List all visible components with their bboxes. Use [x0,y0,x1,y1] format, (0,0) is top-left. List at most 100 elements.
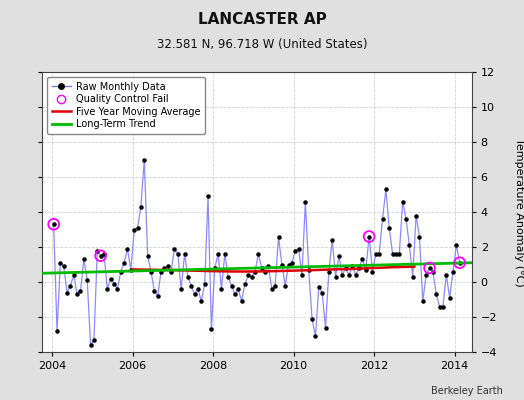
Point [298,272,306,278]
Point [405,242,413,248]
Point [190,291,199,298]
Point [308,316,316,322]
Point [234,286,243,292]
Point [338,272,346,278]
Point [409,274,417,280]
Point [274,233,282,240]
Point [80,256,88,262]
Point [425,265,434,271]
Point [140,156,148,163]
Point [348,263,356,270]
Point [90,336,98,343]
Point [392,251,400,257]
Point [49,221,58,228]
Point [96,252,105,259]
Point [49,221,58,228]
Point [381,186,390,192]
Point [77,288,85,294]
Point [449,268,457,275]
Point [93,247,102,254]
Point [56,260,64,266]
Point [257,265,266,271]
Point [271,282,279,289]
Legend: Raw Monthly Data, Quality Control Fail, Five Year Moving Average, Long-Term Tren: Raw Monthly Data, Quality Control Fail, … [47,77,205,134]
Point [352,272,360,278]
Point [237,298,246,304]
Point [402,216,410,222]
Point [301,198,310,205]
Point [261,268,269,275]
Point [116,268,125,275]
Point [304,266,313,273]
Point [372,251,380,257]
Point [86,342,95,348]
Point [177,286,185,292]
Point [227,282,236,289]
Point [130,226,138,233]
Point [147,268,155,275]
Point [325,268,333,275]
Point [113,286,122,292]
Point [422,272,430,278]
Point [432,291,441,298]
Point [127,266,135,273]
Point [398,198,407,205]
Point [264,263,272,270]
Point [167,268,176,275]
Y-axis label: Temperature Anomaly (°C): Temperature Anomaly (°C) [514,138,524,286]
Point [442,272,451,278]
Point [378,216,387,222]
Point [134,224,142,231]
Point [66,282,74,289]
Point [241,280,249,287]
Point [328,237,336,243]
Point [251,268,259,275]
Point [362,266,370,273]
Point [170,246,179,252]
Point [311,333,320,340]
Point [345,272,353,278]
Point [100,251,108,257]
Point [150,288,159,294]
Point [355,265,363,271]
Point [154,293,162,299]
Point [385,224,394,231]
Point [96,252,105,259]
Point [211,265,219,271]
Point [452,242,461,248]
Point [291,247,300,254]
Point [60,263,68,270]
Point [419,298,427,304]
Point [412,212,420,219]
Point [455,260,464,266]
Point [314,284,323,290]
Point [288,260,296,266]
Point [83,277,91,284]
Text: 32.581 N, 96.718 W (United States): 32.581 N, 96.718 W (United States) [157,38,367,51]
Point [173,251,182,257]
Point [281,282,289,289]
Point [278,261,286,268]
Point [137,204,145,210]
Point [70,272,78,278]
Point [187,282,195,289]
Point [197,298,205,304]
Point [445,294,454,301]
Point [331,274,340,280]
Point [157,268,165,275]
Point [375,251,384,257]
Text: Berkeley Earth: Berkeley Earth [431,386,503,396]
Point [163,263,172,270]
Point [268,286,276,292]
Point [342,265,350,271]
Point [144,252,152,259]
Point [106,275,115,282]
Point [395,251,403,257]
Text: LANCASTER AP: LANCASTER AP [198,12,326,27]
Point [120,260,128,266]
Point [231,291,239,298]
Point [365,233,373,240]
Point [285,261,293,268]
Point [180,251,189,257]
Point [415,233,423,240]
